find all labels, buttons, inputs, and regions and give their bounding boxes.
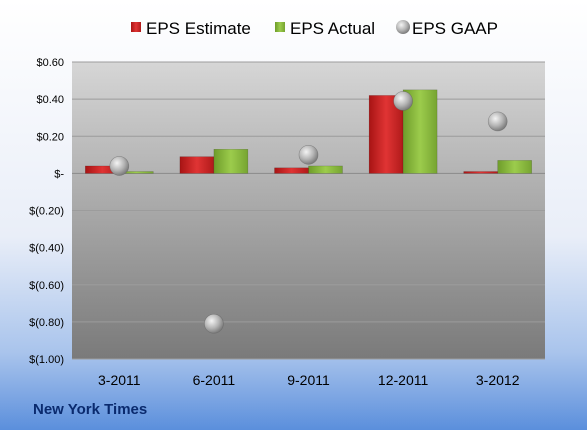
bar-eps-actual	[308, 165, 343, 174]
x-tick-label: 3-2011	[98, 372, 141, 388]
gaap-markers	[109, 91, 508, 334]
marker-eps-gaap	[109, 156, 130, 176]
bar-eps-actual	[497, 160, 532, 174]
y-tick-label: $0.60	[36, 57, 64, 69]
y-tick-label: $(0.80)	[29, 317, 64, 329]
marker-eps-gaap	[298, 145, 319, 165]
legend-label: EPS Actual	[290, 19, 375, 38]
legend: EPS Estimate EPS Actual EPS GAAP	[131, 19, 498, 38]
x-axis-tick-labels: 3-2011 6-2011 9-2011 12-2011 3-2012	[98, 372, 520, 388]
y-tick-label: $0.20	[36, 131, 64, 143]
bar-eps-estimate	[463, 171, 498, 174]
marker-eps-gaap	[487, 111, 508, 132]
x-tick-label: 3-2012	[476, 372, 520, 388]
bar-eps-actual	[213, 148, 249, 174]
marker-eps-gaap	[204, 313, 224, 334]
y-axis-tick-labels: $0.60 $0.40 $0.20 $- $(0.20) $(0.40) $(0.60) $(…	[29, 57, 64, 366]
legend-swatch-eps-actual	[275, 22, 285, 32]
chart-title: New York Times	[33, 401, 148, 418]
y-tick-label: $(1.00)	[29, 354, 64, 366]
y-tick-label: $0.40	[36, 94, 64, 106]
y-tick-label: $-	[54, 168, 64, 180]
y-tick-label: $(0.60)	[29, 280, 64, 292]
x-tick-label: 12-2011	[378, 372, 429, 388]
y-tick-label: $(0.20)	[29, 206, 64, 218]
x-tick-label: 9-2011	[287, 372, 330, 388]
marker-eps-gaap	[393, 91, 413, 111]
x-tick-label: 6-2011	[193, 372, 236, 388]
bar-eps-estimate	[274, 167, 309, 174]
legend-swatch-eps-estimate	[131, 22, 141, 32]
y-tick-label: $(0.40)	[29, 243, 64, 255]
bar-eps-estimate	[179, 156, 215, 174]
legend-swatch-eps-gaap	[396, 20, 410, 34]
legend-label: EPS Estimate	[146, 19, 251, 38]
legend-label: EPS GAAP	[412, 19, 498, 38]
